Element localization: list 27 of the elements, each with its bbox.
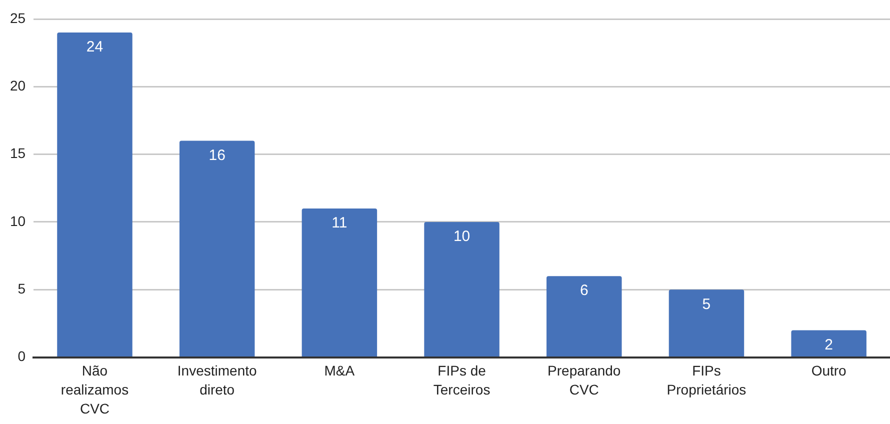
bar bbox=[57, 32, 132, 357]
bar bbox=[668, 290, 744, 357]
y-tick-label: 0 bbox=[18, 348, 26, 364]
x-tick-label: Não realizamos CVC bbox=[60, 362, 129, 416]
y-tick-label: 25 bbox=[10, 10, 26, 26]
x-tick-label: Investimento direto bbox=[177, 362, 257, 398]
data-label: 16 bbox=[208, 146, 226, 164]
y-tick-label: 5 bbox=[18, 280, 26, 296]
x-tick-label: Outro bbox=[811, 362, 847, 379]
data-label: 6 bbox=[580, 282, 588, 300]
data-label: 24 bbox=[86, 38, 104, 56]
bar bbox=[791, 330, 866, 357]
data-label: 5 bbox=[702, 296, 711, 313]
bar bbox=[546, 276, 622, 357]
y-tick-label: 20 bbox=[10, 78, 26, 94]
data-label: 11 bbox=[332, 214, 348, 232]
x-tick-label: FIPs Proprietários bbox=[666, 362, 746, 398]
data-label: 2 bbox=[824, 336, 833, 354]
bar bbox=[424, 222, 500, 357]
y-tick-label: 15 bbox=[10, 145, 26, 162]
x-tick-label: Preparando CVC bbox=[548, 362, 621, 398]
x-tick-label: FIPs de Terceiros bbox=[433, 362, 490, 398]
x-tick-label: M&A bbox=[324, 362, 356, 379]
bar bbox=[302, 208, 378, 357]
data-label: 10 bbox=[453, 228, 470, 246]
bar bbox=[179, 140, 255, 357]
y-tick-label: 10 bbox=[10, 212, 26, 229]
